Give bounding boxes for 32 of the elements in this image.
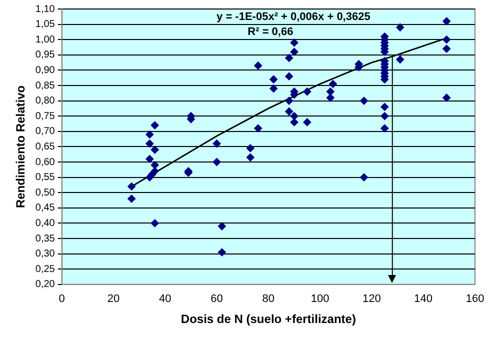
x-tick-label: 40 <box>159 293 172 306</box>
y-tick-label: 0,85 <box>35 80 56 92</box>
y-tick-label: 0,55 <box>35 172 56 184</box>
x-tick-label: 160 <box>466 293 484 306</box>
x-tick-label: 0 <box>58 293 65 306</box>
y-tick-label: 0,45 <box>35 202 56 214</box>
x-tick-label: 20 <box>107 293 120 306</box>
y-tick-label: 0,50 <box>35 187 56 198</box>
annotation: y = -1E-05x² + 0,006x + 0,3625 <box>216 11 370 23</box>
y-tick-label: 0,40 <box>35 218 56 229</box>
y-tick-label: 1,10 <box>35 4 56 15</box>
y-tick-label: 0,25 <box>35 264 56 275</box>
x-tick-label: 140 <box>414 293 433 306</box>
x-tick-label: 60 <box>210 293 223 306</box>
x-tick-label: 100 <box>310 293 330 306</box>
y-tick-label: 0,95 <box>35 50 56 61</box>
y-tick-label: 0,20 <box>35 279 56 290</box>
x-tick-label: 120 <box>362 293 381 306</box>
y-tick-label: 0,35 <box>35 233 56 244</box>
annotation: R² = 0,66 <box>248 26 294 38</box>
y-tick-label: 0,80 <box>35 96 56 107</box>
y-tick-label: 0,75 <box>35 110 56 122</box>
y-tick-label: 1,00 <box>35 34 56 46</box>
y-tick-label: 0,90 <box>35 64 56 76</box>
y-tick-label: 0,70 <box>35 126 56 138</box>
x-axis-title: Dosis de N (suelo +fertilizante) <box>180 312 356 326</box>
y-axis-title: Rendimiento Relativo <box>14 85 28 208</box>
y-tick-label: 0,30 <box>35 248 56 260</box>
y-tick-label: 1,05 <box>35 19 56 30</box>
x-tick-label: 80 <box>262 293 275 306</box>
y-tick-label: 0,65 <box>35 141 56 152</box>
y-tick-label: 0,60 <box>35 156 56 168</box>
